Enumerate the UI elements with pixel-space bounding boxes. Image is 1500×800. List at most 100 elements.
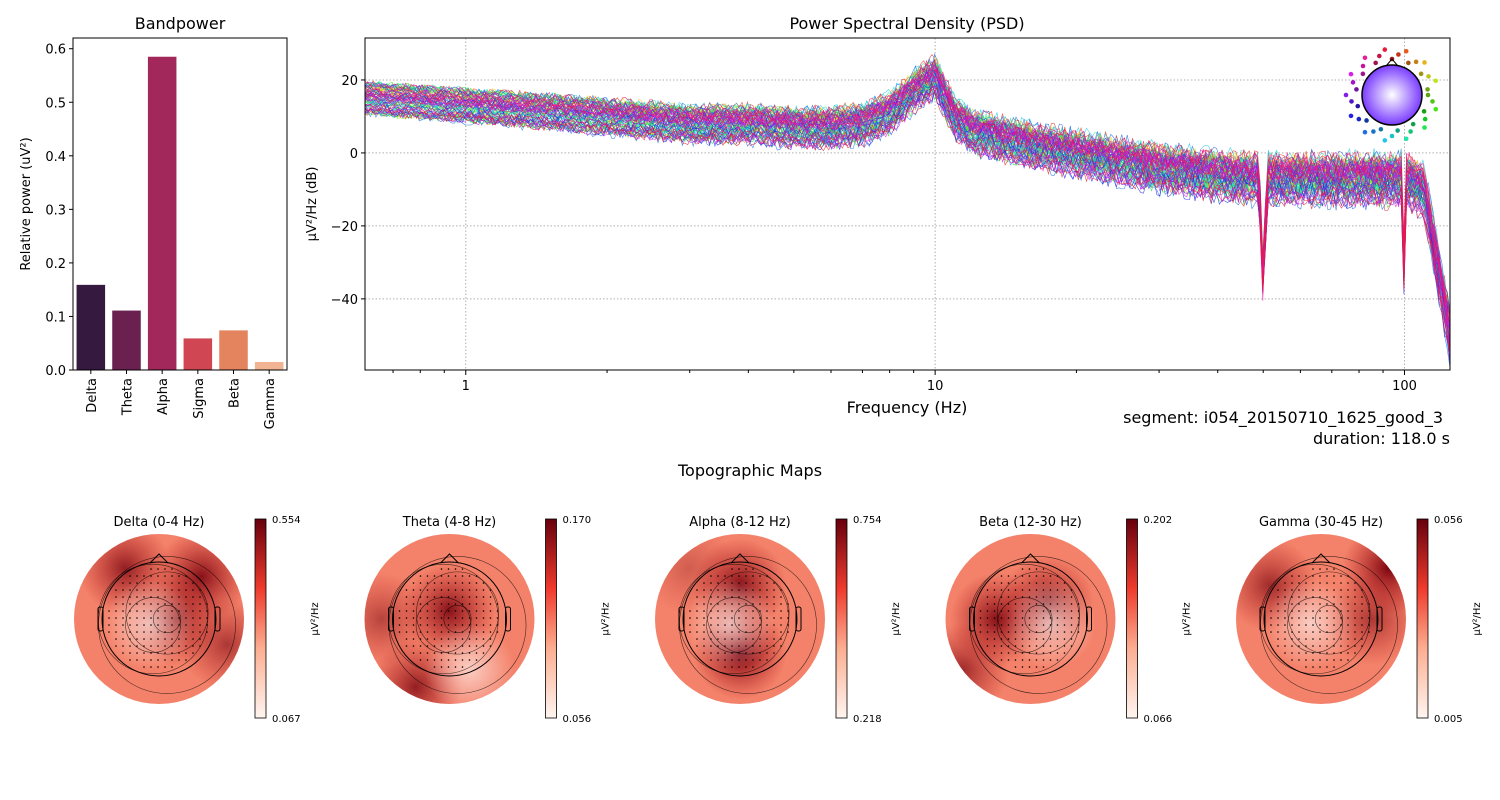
sensor-dot <box>766 624 768 626</box>
sensor-dot <box>1035 645 1038 647</box>
sensor-dot <box>1408 129 1413 134</box>
sensor-dot <box>475 603 478 605</box>
sensor-dot <box>724 638 726 640</box>
sensor-dot <box>1389 133 1395 139</box>
sensor-dot <box>731 617 733 619</box>
sensor-dot <box>454 659 457 661</box>
sensor-dot <box>1356 116 1362 122</box>
sensor-dot <box>129 603 131 605</box>
sensor-dot <box>178 659 180 661</box>
sensor-dot <box>164 659 166 661</box>
psd-channel-line <box>365 92 1450 368</box>
sensor-dot <box>122 645 124 647</box>
sensor-dot <box>745 659 747 661</box>
sensor-dot <box>1042 568 1045 570</box>
sensor-dot <box>150 568 152 570</box>
sensor-dot <box>1035 582 1038 584</box>
psd-channel-line <box>365 90 1450 366</box>
sensor-dot <box>157 575 159 577</box>
sensor-dot <box>1070 624 1073 626</box>
sensor-dot <box>178 575 180 577</box>
sensor-dot <box>1014 596 1017 598</box>
sensor-dot <box>405 645 408 647</box>
sensor-dot <box>461 575 464 577</box>
sensor-dot <box>412 610 415 612</box>
sensor-dot <box>1355 103 1361 109</box>
topomap-delta: Delta (0-4 Hz) 0.554 0.067 µV²/Hz <box>74 515 321 725</box>
sensor-dot <box>1077 631 1080 633</box>
sensor-dot <box>1277 638 1279 640</box>
sensor-dot <box>115 645 117 647</box>
sensor-dot <box>1270 631 1272 633</box>
sensor-dot <box>1347 617 1349 619</box>
sensor-dot <box>752 624 754 626</box>
sensor-dot <box>143 589 145 591</box>
sensor-dot <box>129 624 131 626</box>
sensor-dot <box>122 589 124 591</box>
sensor-dot <box>164 624 166 626</box>
sensor-dot <box>1056 659 1059 661</box>
sensor-dot <box>745 631 747 633</box>
sensor-dot <box>1014 638 1017 640</box>
sensor-dot <box>710 589 712 591</box>
sensor-dot <box>1326 659 1328 661</box>
sensor-dot <box>1291 575 1293 577</box>
sensor-dot <box>178 638 180 640</box>
y-tick-label: 0.1 <box>45 310 66 325</box>
sensor-dot <box>1021 666 1024 668</box>
topomap-title: Gamma (30-45 Hz) <box>1259 515 1383 530</box>
sensor-dot <box>1000 575 1003 577</box>
sensor-dot <box>787 610 789 612</box>
sensor-dot <box>447 617 450 619</box>
sensor-dot <box>731 645 733 647</box>
head-outline <box>1263 561 1379 677</box>
colorbar-min-label: 0.056 <box>563 714 592 725</box>
sensor-dot <box>1056 624 1059 626</box>
sensor-dot <box>1007 624 1010 626</box>
sensor-dot <box>1326 652 1328 654</box>
sensor-dot <box>489 610 492 612</box>
y-tick-label: 0.6 <box>45 43 66 58</box>
sensor-dot <box>426 589 429 591</box>
sensor-dot <box>1354 624 1356 626</box>
sensor-dot <box>773 638 775 640</box>
sensor-dot <box>1014 624 1017 626</box>
sensor-dot <box>440 575 443 577</box>
bar-beta <box>219 330 248 370</box>
sensor-dot <box>475 610 478 612</box>
psd-channel-line <box>365 69 1450 343</box>
ear-left-icon <box>1259 606 1266 632</box>
sensor-dot <box>759 652 761 654</box>
sensor-dot <box>1373 60 1378 66</box>
sensor-dot <box>440 631 443 633</box>
sensor-dot <box>1298 624 1300 626</box>
segment-annotation: segment: i054_20150710_1625_good_3 <box>1123 408 1443 428</box>
sensor-dot <box>1284 582 1286 584</box>
sensor-dot <box>143 645 145 647</box>
sensor-dot <box>1312 638 1314 640</box>
y-tick-label: −40 <box>331 293 358 308</box>
sensor-dot <box>1049 631 1052 633</box>
sensor-dot <box>164 652 166 654</box>
sensor-dot <box>192 638 194 640</box>
sensor-dot <box>405 603 408 605</box>
sensor-dot <box>454 568 457 570</box>
sensor-dot <box>1364 118 1369 123</box>
sensor-dot <box>433 589 436 591</box>
sensor-dot <box>752 659 754 661</box>
sensor-dot <box>1070 638 1073 640</box>
sensor-dot <box>150 610 152 612</box>
sensor-dot <box>192 603 194 605</box>
sensor-dot <box>766 659 768 661</box>
sensor-dot <box>1063 652 1066 654</box>
sensor-dot <box>419 610 422 612</box>
sensor-dot <box>1007 631 1010 633</box>
sensor-dot <box>703 645 705 647</box>
sensor-dot <box>993 582 996 584</box>
bar-theta <box>112 310 141 370</box>
sensor-dot <box>724 603 726 605</box>
sensor-dot <box>115 603 117 605</box>
sensor-dot <box>129 638 131 640</box>
sensor-dot <box>1340 631 1342 633</box>
sensor-dot <box>1361 603 1363 605</box>
